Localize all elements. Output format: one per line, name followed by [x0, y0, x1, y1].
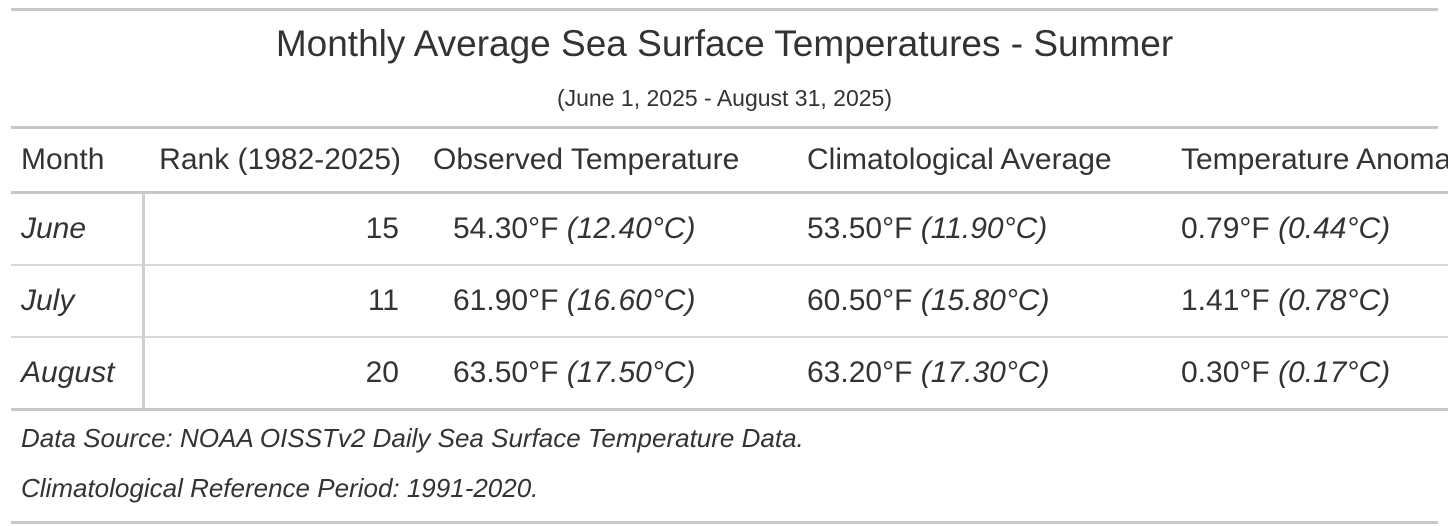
- anomaly-f: 0.30°F: [1181, 356, 1270, 389]
- observed-f: 54.30°F: [453, 212, 559, 245]
- observed-f: 63.50°F: [453, 356, 559, 389]
- observed-cell: 54.30°F (12.40°C): [413, 192, 783, 266]
- average-cell: 63.20°F (17.30°C): [783, 337, 1157, 411]
- anomaly-f: 0.79°F: [1181, 212, 1270, 245]
- average-c: (15.80°C): [920, 284, 1050, 317]
- average-cell: 53.50°F (11.90°C): [783, 192, 1157, 266]
- title-rule: [11, 126, 1438, 129]
- average-f: 53.50°F: [807, 212, 913, 245]
- observed-c: (16.60°C): [566, 284, 696, 317]
- average-f: 63.20°F: [807, 356, 913, 389]
- observed-cell: 61.90°F (16.60°C): [413, 265, 783, 338]
- average-c: (11.90°C): [920, 212, 1048, 245]
- rank-cell: 20: [143, 337, 413, 411]
- anomaly-cell: 0.79°F (0.44°C): [1157, 192, 1448, 266]
- anomaly-cell: 0.30°F (0.17°C): [1157, 337, 1448, 411]
- table-title-block: Monthly Average Sea Surface Temperatures…: [11, 11, 1438, 126]
- observed-c: (12.40°C): [566, 212, 696, 245]
- footnote-data-source: Data Source: NOAA OISSTv2 Daily Sea Surf…: [21, 423, 804, 453]
- month-cell: July: [11, 265, 145, 338]
- column-header-average: Climatological Average: [783, 129, 1157, 194]
- anomaly-f: 1.41°F: [1181, 284, 1270, 317]
- table-subtitle: (June 1, 2025 - August 31, 2025): [556, 85, 893, 111]
- column-header-observed: Observed Temperature: [413, 129, 783, 194]
- month-cell: August: [11, 337, 145, 411]
- header-row: Month Rank (1982-2025) Observed Temperat…: [11, 129, 1448, 194]
- month-cell: June: [11, 192, 145, 266]
- observed-c: (17.50°C): [566, 356, 696, 389]
- table-row: June 15 54.30°F (12.40°C) 53.50°F (11.90…: [11, 192, 1448, 266]
- column-header-month: Month: [11, 129, 143, 194]
- rank-cell: 15: [143, 192, 413, 266]
- sst-summary-table: Monthly Average Sea Surface Temperatures…: [11, 8, 1448, 524]
- anomaly-c: (0.17°C): [1278, 356, 1391, 389]
- table-footer: Data Source: NOAA OISSTv2 Daily Sea Surf…: [11, 411, 1438, 521]
- bottom-rule: [11, 521, 1438, 524]
- observed-f: 61.90°F: [453, 284, 559, 317]
- average-cell: 60.50°F (15.80°C): [783, 265, 1157, 338]
- rank-cell: 11: [143, 265, 413, 338]
- table-title: Monthly Average Sea Surface Temperatures…: [275, 23, 1174, 64]
- top-rule: [11, 8, 1438, 11]
- footnote-reference-period: Climatological Reference Period: 1991-20…: [21, 473, 539, 503]
- anomaly-c: (0.78°C): [1278, 284, 1391, 317]
- column-header-rank: Rank (1982-2025): [143, 129, 413, 194]
- average-f: 60.50°F: [807, 284, 913, 317]
- observed-cell: 63.50°F (17.50°C): [413, 337, 783, 411]
- table-row: August 20 63.50°F (17.50°C) 63.20°F (17.…: [11, 337, 1448, 411]
- average-c: (17.30°C): [920, 356, 1050, 389]
- anomaly-c: (0.44°C): [1278, 212, 1391, 245]
- anomaly-cell: 1.41°F (0.78°C): [1157, 265, 1448, 338]
- table-row: July 11 61.90°F (16.60°C) 60.50°F (15.80…: [11, 265, 1448, 338]
- data-table: Month Rank (1982-2025) Observed Temperat…: [11, 129, 1448, 411]
- column-header-anomaly: Temperature Anomaly: [1157, 129, 1448, 194]
